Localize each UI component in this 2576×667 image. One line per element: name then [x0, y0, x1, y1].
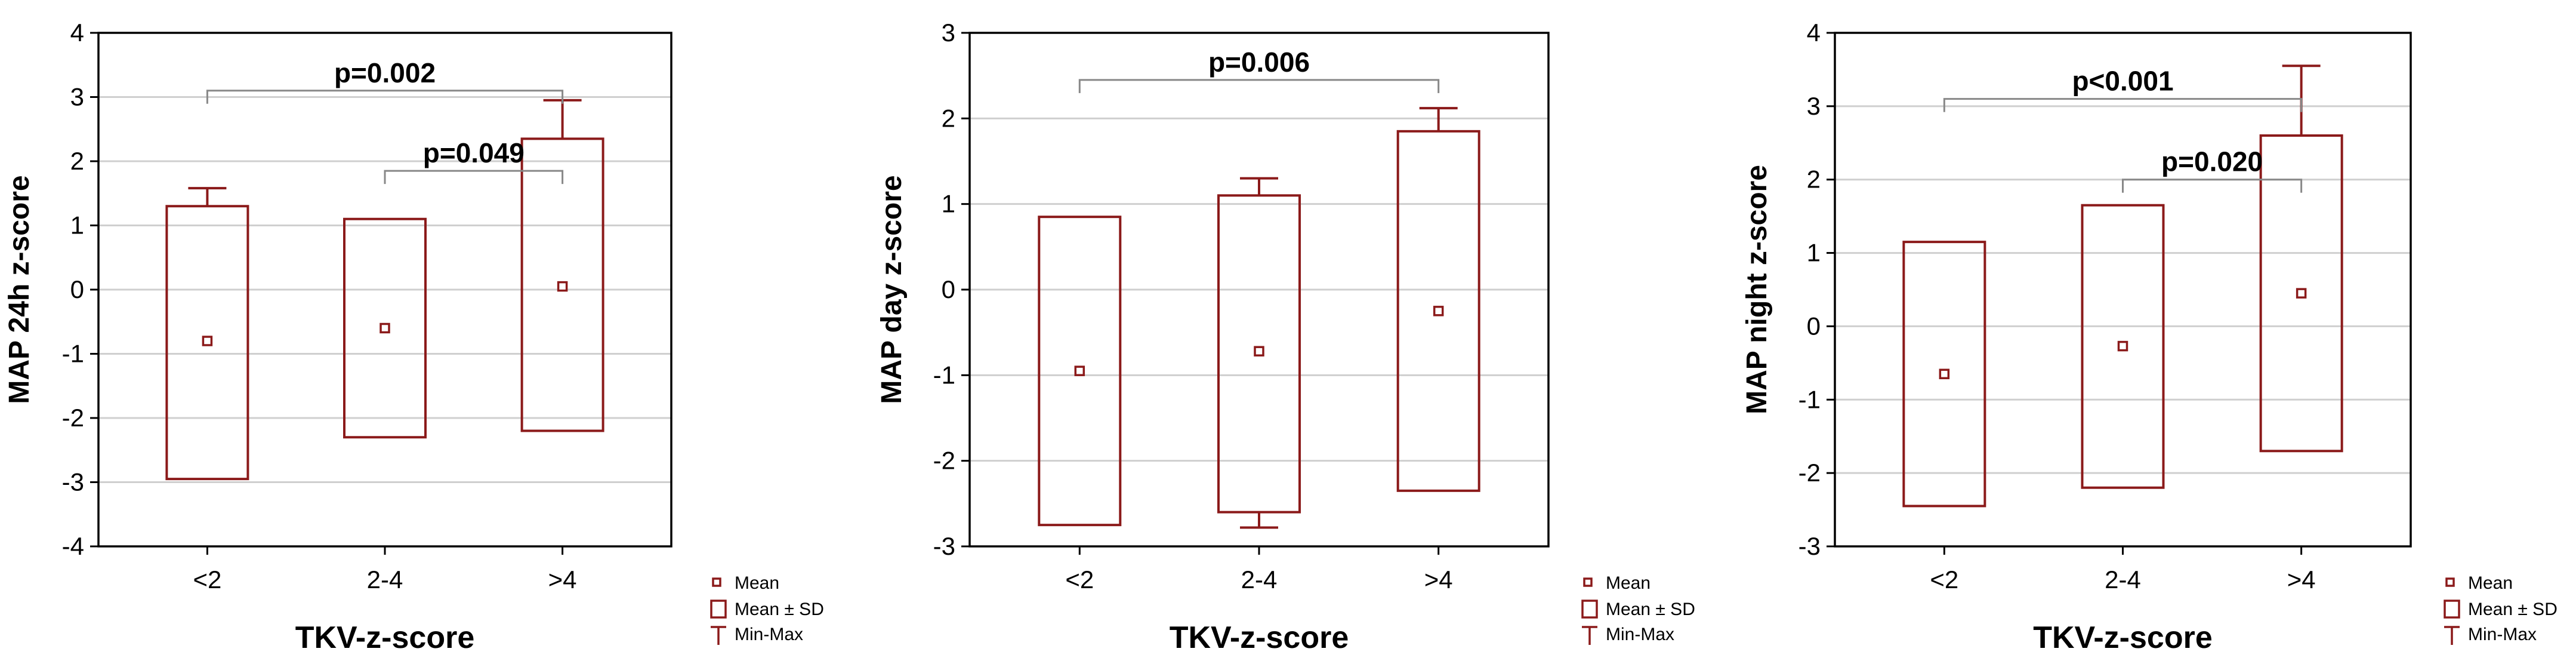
x-axis-label: TKV-z-score [295, 620, 475, 655]
plot-frame [1834, 32, 2412, 548]
legend-mean-label: Mean [2468, 573, 2513, 593]
y-tick-label: -3 [933, 532, 955, 560]
x-tick-label: 2-4 [367, 565, 403, 594]
legend-minmax-label: Min-Max [735, 625, 803, 644]
y-tick-label: -3 [1798, 532, 1821, 560]
legend-sd-label: Mean ± SD [735, 600, 824, 619]
sd-box [2081, 204, 2165, 489]
sd-box [1217, 194, 1301, 514]
legend-minmax-icon [711, 626, 726, 645]
legend-mean-label: Mean [735, 573, 779, 593]
y-tick-label: 3 [70, 83, 84, 111]
y-tick-label: -2 [62, 404, 84, 432]
y-tick-label: 0 [70, 275, 84, 303]
x-tick-label: >4 [548, 565, 577, 594]
y-tick-label: -1 [933, 361, 955, 389]
sd-box [165, 205, 249, 481]
y-tick-label: -1 [1798, 385, 1821, 413]
sd-box [343, 217, 427, 439]
mean-marker [557, 281, 568, 292]
chart-panel-3: -3 -2 -1 0 1 2 3 4 <2 2-4 >4 p<0.001 p=0.020 TKV-z-sc… [1741, 19, 2558, 655]
y-tick-label: 1 [1807, 239, 1821, 267]
chart-panel-2: -3 -2 -1 0 1 2 3 <2 2-4 >4 p=0.006 TKV-z-score MAP d… [876, 19, 1695, 655]
x-tick-label: <2 [193, 565, 221, 594]
p-value-label: p=0.020 [2161, 146, 2263, 177]
y-tick-label: 2 [1807, 165, 1821, 193]
y-tick-label: -2 [1798, 459, 1821, 487]
y-axis-label: MAP night z-score [1741, 165, 1773, 414]
sd-box [520, 137, 604, 432]
legend-mean-icon [712, 577, 721, 587]
mean-marker [2117, 340, 2128, 352]
mean-marker [2296, 288, 2307, 299]
p-value-label: p=0.002 [334, 57, 436, 88]
legend-minmax-label: Min-Max [1606, 625, 1674, 644]
legend-sd-label: Mean ± SD [2468, 600, 2558, 619]
x-axis-label: TKV-z-score [1170, 620, 1349, 655]
legend-sd-icon [710, 600, 727, 619]
mean-marker [1939, 368, 1950, 380]
y-tick-label: 1 [942, 190, 955, 218]
y-axis-label: MAP 24h z-score [4, 175, 35, 404]
y-tick-label: -1 [62, 340, 84, 368]
sd-box [2259, 134, 2343, 453]
mean-marker [1254, 346, 1264, 356]
x-tick-label: <2 [1930, 565, 1958, 594]
significance-bracket [384, 170, 564, 185]
x-tick-label: >4 [1424, 565, 1453, 594]
sd-box [1038, 216, 1122, 527]
legend: Mean Mean ± SD Min-Max [710, 573, 824, 645]
y-tick-label: 2 [70, 147, 84, 175]
significance-bracket [206, 90, 564, 104]
legend-mean-icon [1583, 577, 1593, 587]
sd-box [1396, 130, 1480, 492]
y-tick-label: 2 [942, 104, 955, 132]
significance-bracket [1943, 98, 2303, 112]
legend: Mean Mean ± SD Min-Max [1581, 573, 1695, 645]
y-tick-label: 0 [942, 275, 955, 303]
legend-mean-label: Mean [1606, 573, 1651, 593]
y-tick-label: 3 [1807, 92, 1821, 120]
y-tick-label: 4 [1807, 19, 1821, 47]
legend-minmax-label: Min-Max [2468, 625, 2537, 644]
x-tick-label: 2-4 [2105, 565, 2141, 594]
significance-bracket [1078, 79, 1440, 93]
mean-marker [202, 336, 213, 346]
legend-minmax-icon [2444, 626, 2460, 645]
y-tick-label: -2 [933, 447, 955, 475]
legend-sd-label: Mean ± SD [1606, 600, 1695, 619]
y-tick-label: 0 [1807, 312, 1821, 340]
x-axis-label: TKV-z-score [2033, 620, 2213, 655]
p-value-label: p=0.006 [1208, 47, 1310, 78]
x-tick-label: >4 [2287, 565, 2316, 594]
legend-minmax-icon [1582, 626, 1597, 645]
chart-panel-1: -4 -3 -2 -1 0 1 2 3 4 <2 2-4 >4 p=0.002 p=0.049 TKV-z-… [4, 19, 824, 655]
y-tick-label: 4 [70, 19, 84, 47]
y-tick-label: -3 [62, 468, 84, 496]
legend: Mean Mean ± SD Min-Max [2444, 573, 2558, 645]
significance-bracket [2122, 179, 2303, 193]
legend-sd-icon [2444, 600, 2460, 619]
mean-marker [1074, 365, 1085, 376]
mean-marker [1433, 306, 1444, 316]
y-tick-label: -4 [62, 532, 84, 560]
x-tick-label: <2 [1065, 565, 1094, 594]
sd-box [1902, 241, 1986, 508]
mean-marker [380, 322, 390, 334]
p-value-label: p<0.001 [2072, 66, 2173, 97]
p-value-label: p=0.049 [423, 137, 525, 168]
y-tick-label: 3 [942, 19, 955, 47]
y-axis-label: MAP day z-score [876, 175, 908, 404]
legend-sd-icon [1581, 600, 1598, 619]
x-tick-label: 2-4 [1241, 565, 1278, 594]
legend-mean-icon [2445, 577, 2455, 587]
y-tick-label: 1 [70, 211, 84, 239]
